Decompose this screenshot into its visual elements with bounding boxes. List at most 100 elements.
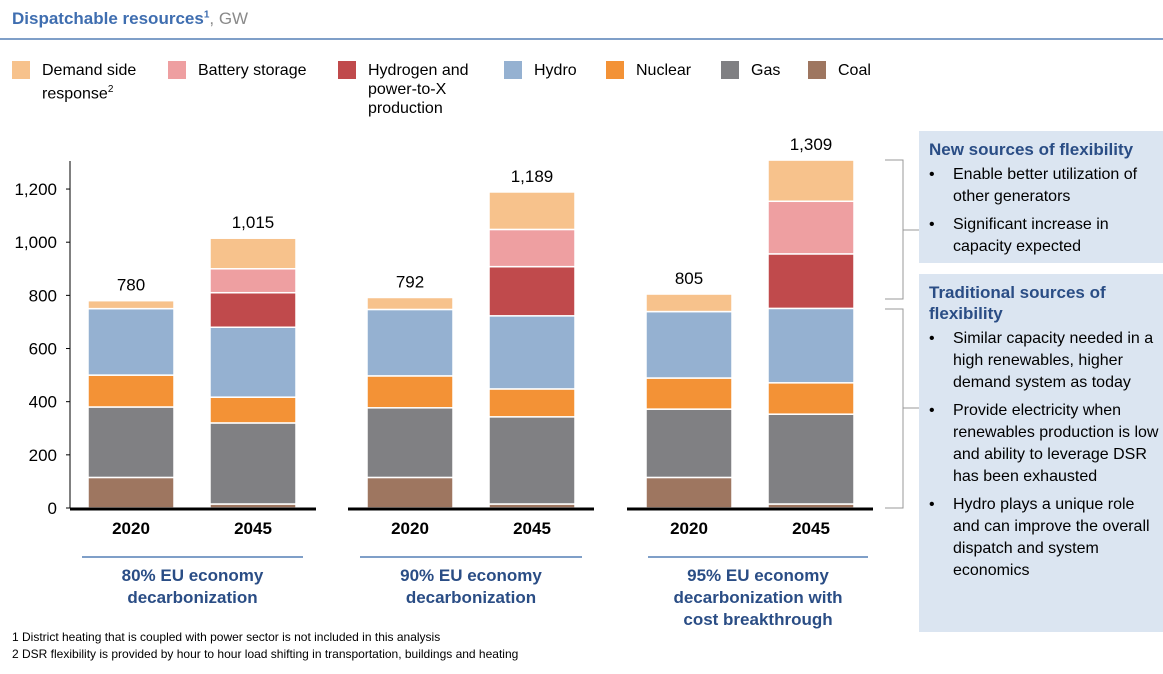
legend-item-coal: Coal [808,61,871,80]
legend-item-gas: Gas [721,61,780,80]
group-label: 95% EU economy [687,566,829,585]
chart-title: Dispatchable resources1, GW [12,9,248,29]
group-label: 90% EU economy [400,566,542,585]
bar-segment-gas [87,406,175,479]
bullet-item: Hydro plays a unique role and can improv… [929,494,1159,582]
legend-label: Gas [751,62,781,79]
side-panel-title: New sources of flexibility [929,140,1134,159]
bar-segment-battery-storage [209,268,297,294]
bullet-item: Significant increase in capacity expecte… [929,214,1159,258]
bar-segment-gas [488,416,576,505]
bar-segment-hydro [366,308,454,377]
bar-segment-hydro [488,315,576,390]
bar-segment-gas [209,422,297,505]
bar-segment-nuclear [366,375,454,409]
legend-label: Nuclear [636,62,692,79]
bar-total-label: 792 [396,272,424,291]
legend-item-hydrogen: Hydrogen and power-to-X production [338,61,486,118]
group-label: 80% EU economy [122,566,264,585]
x-category-label: 2020 [670,519,708,538]
bar-segment-demand-side-response [767,159,855,203]
legend-item-nuclear: Nuclear [606,61,691,80]
side-panel-title: Traditional sources of flexibility [929,283,1106,323]
footnote-2: 2 DSR flexibility is provided by hour to… [12,647,519,661]
legend-swatch [504,61,522,79]
bar-total-label: 1,309 [790,135,833,154]
bar-segment-gas [366,407,454,479]
bar-segment-nuclear [645,377,733,410]
bar-segment-hydro [767,307,855,384]
bullet-item: Similar capacity needed in a high renewa… [929,328,1159,394]
side-panel-traditional-sources: Traditional sources of flexibility Simil… [919,274,1163,632]
legend-item-hydro: Hydro [504,61,577,80]
legend-label: Demand side response2 [42,62,137,103]
title-divider [0,38,1163,40]
bullet-item: Provide electricity when renewables prod… [929,400,1159,488]
bar-segment-nuclear [488,388,576,418]
group-label: decarbonization [406,588,536,607]
bar-segment-hydrogen-and-power-to-x-production [488,265,576,317]
bar-total-label: 1,015 [232,213,275,232]
x-category-label: 2020 [112,519,150,538]
legend-swatch [721,61,739,79]
bar-segment-hydro [645,310,733,379]
bar-segment-demand-side-response [488,191,576,231]
legend-label: Coal [838,62,871,79]
bar-segment-hydrogen-and-power-to-x-production [209,291,297,329]
group-label: decarbonization [127,588,257,607]
bar-segment-coal [366,476,454,509]
bar-segment-nuclear [87,374,175,408]
bar-total-label: 1,189 [511,167,554,186]
bar-segment-demand-side-response [87,299,175,310]
y-tick-label: 0 [48,499,57,518]
bar-segment-hydro [87,307,175,376]
legend-item-battery-storage: Battery storage [168,61,307,80]
chart-title-main: Dispatchable resources [12,9,204,28]
x-category-label: 2045 [792,519,830,538]
side-panel-new-sources: New sources of flexibility Enable better… [919,131,1163,263]
group-label: decarbonization with [673,588,842,607]
footnote-1: 1 District heating that is coupled with … [12,630,441,644]
bar-segment-demand-side-response [366,296,454,311]
bar-segment-coal [645,476,733,509]
bar-total-label: 780 [117,276,145,295]
legend-label: Battery storage [198,62,307,79]
chart-title-footnote-mark: 1 [203,9,210,21]
y-tick-label: 400 [29,393,57,412]
legend-label: Hydrogen and power-to-X production [368,62,469,117]
legend-swatch [606,61,624,79]
y-tick-label: 200 [29,446,57,465]
bar-segment-hydrogen-and-power-to-x-production [767,253,855,310]
bar-segment-demand-side-response [209,237,297,270]
group-label: cost breakthrough [683,610,832,629]
bar-segment-gas [645,408,733,479]
y-tick-label: 600 [29,340,57,359]
bar-segment-battery-storage [488,228,576,268]
bar-segment-gas [767,413,855,505]
legend-label: Hydro [534,62,577,79]
bar-segment-nuclear [209,396,297,424]
x-category-label: 2045 [513,519,551,538]
bracket-traditional-sources [885,308,904,509]
bar-segment-battery-storage [767,200,855,255]
bar-segment-hydro [209,326,297,398]
bar-segment-nuclear [767,382,855,415]
side-panel-bullets: Similar capacity needed in a high renewa… [919,328,1163,594]
bar-segment-coal [87,476,175,509]
legend-item-demand-side-response: Demand side response2 [12,61,157,103]
bar-total-label: 805 [675,269,703,288]
bullet-item: Enable better utilization of other gener… [929,164,1159,208]
bracket-new-sources [885,159,904,300]
legend-swatch [338,61,356,79]
legend-swatch [168,61,186,79]
y-tick-label: 1,200 [14,180,57,199]
legend-swatch [808,61,826,79]
bar-segment-demand-side-response [645,293,733,313]
x-category-label: 2045 [234,519,272,538]
side-panel-bullets: Enable better utilization of other gener… [919,164,1163,270]
y-tick-label: 800 [29,286,57,305]
chart-title-unit: , GW [209,9,249,28]
x-category-label: 2020 [391,519,429,538]
legend-swatch [12,61,30,79]
